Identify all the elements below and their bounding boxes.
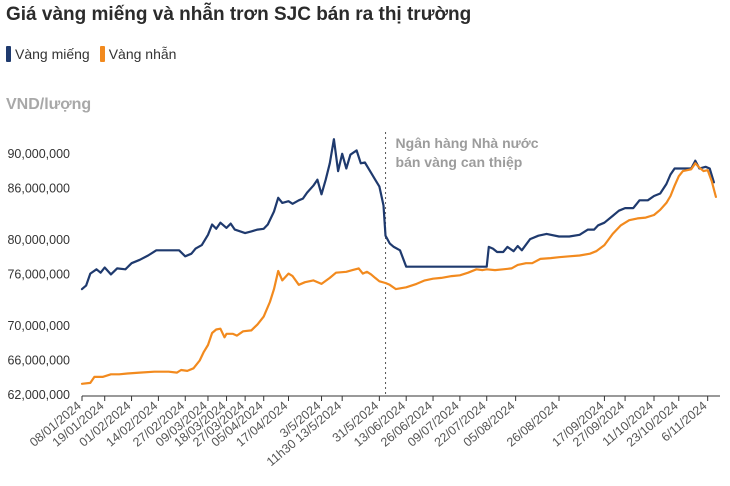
chart-legend: Vàng miếng Vàng nhẫn (6, 46, 176, 62)
y-tick-label: 86,000,000 (7, 181, 70, 195)
legend-swatch-vang-nhan (99, 46, 105, 62)
legend-item-vang-mieng: Vàng miếng (6, 46, 90, 62)
y-tick-label: 80,000,000 (7, 233, 70, 247)
legend-label-vang-mieng: Vàng miếng (15, 46, 90, 62)
y-axis-unit-label: VND/lượng (6, 96, 92, 113)
y-axis-ticks: 62,000,000 66,000,000 70,000,000 76,000,000… (7, 147, 70, 402)
y-tick-label: 66,000,000 (7, 354, 70, 368)
y-tick-label: 70,000,000 (7, 319, 70, 333)
chart-series (80, 138, 717, 385)
legend-swatch-vang-mieng (6, 46, 11, 62)
y-tick-label: 90,000,000 (7, 147, 70, 161)
series-line-vang-mieng (80, 138, 715, 291)
legend-item-vang-nhan: Vàng nhẫn (99, 46, 177, 62)
legend-label-vang-nhan: Vàng nhẫn (108, 46, 177, 62)
annotation-text: Ngân hàng Nhà nước bán vàng can thiệp (396, 135, 539, 170)
x-axis-ticks: 08/01/202419/01/202401/02/202414/02/2024… (27, 396, 710, 469)
y-tick-label: 76,000,000 (7, 267, 70, 281)
chart-title: Giá vàng miếng và nhẫn trơn SJC bán ra t… (6, 4, 472, 25)
y-tick-label: 62,000,000 (7, 388, 70, 402)
series-line-vang-nhan (80, 162, 717, 385)
chart-annotations: Ngân hàng Nhà nước bán vàng can thiệp (385, 132, 539, 395)
